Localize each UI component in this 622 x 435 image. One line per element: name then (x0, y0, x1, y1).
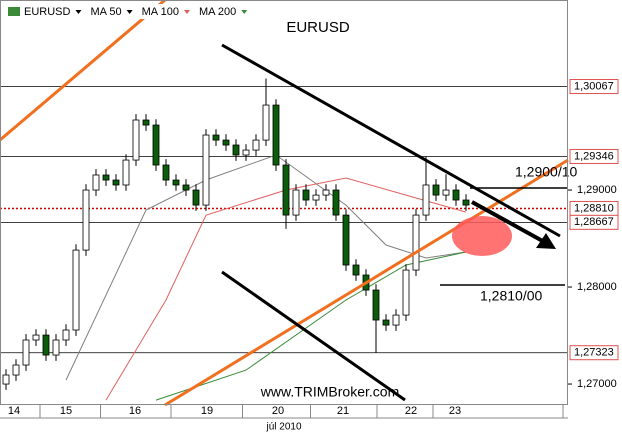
candle-body (462, 199, 470, 206)
legend-item: MA 100 (142, 6, 179, 18)
candle-body (52, 339, 60, 356)
trend-line (221, 270, 406, 402)
candle-body (72, 249, 80, 331)
candle-body (32, 334, 40, 341)
moving-average-line (155, 251, 467, 401)
candle-body (432, 184, 440, 196)
candle-body (332, 189, 340, 216)
level-label: 1,27323 (574, 347, 614, 359)
y-tick-label: 1,27000 (577, 378, 617, 390)
annotation: 1,2900/10 (515, 164, 577, 180)
candle-body (82, 189, 90, 251)
candle-body (312, 194, 320, 201)
x-tick-label: 20 (272, 405, 284, 417)
candle-body (322, 189, 330, 196)
candle-body (272, 104, 280, 166)
level-label: 1,29346 (574, 150, 614, 162)
candle-body (132, 119, 140, 161)
header-bg (4, 4, 242, 19)
candle-body (102, 174, 110, 181)
candle-body (352, 264, 360, 276)
candle-body (92, 174, 100, 191)
watermark: www.TRIMBroker.com (260, 384, 399, 400)
x-tick-label: 23 (449, 405, 461, 417)
candle-body (42, 334, 50, 356)
candle-body (452, 189, 460, 201)
candle-body (12, 364, 20, 376)
legend-item: EURUSD (24, 6, 71, 18)
candle-body (202, 134, 210, 206)
candle-body (142, 119, 150, 126)
level-label-box (569, 345, 619, 361)
level-label: 1,30067 (574, 80, 614, 92)
candle-body (262, 104, 270, 141)
trend-line (221, 43, 561, 238)
level-label-box (569, 148, 619, 164)
plot-frame (0, 0, 568, 405)
x-tick-label: 22 (405, 405, 417, 417)
candle-body (192, 189, 200, 206)
x-tick-label: 14 (8, 405, 20, 417)
y-tick-label: 1,28000 (577, 281, 617, 293)
candle-body (182, 184, 190, 191)
candle-body (282, 164, 290, 216)
candle-body (212, 134, 220, 141)
trend-channel-line (0, 0, 166, 142)
grid: 1,27000 1,28000 1,29000 1,30067 1,29346 1,288… (0, 79, 619, 418)
legend-item: MA 50 (90, 6, 121, 18)
highlight-ellipse (452, 216, 512, 256)
plot (2, 78, 470, 401)
candle-body (2, 374, 10, 385)
trend-channel-line (164, 158, 569, 407)
dropdown-arrow[interactable] (241, 10, 248, 14)
candle-body (222, 139, 230, 146)
x-tick-label: 16 (129, 405, 141, 417)
candle-body (422, 184, 430, 216)
legend-item: MA 200 (199, 6, 236, 18)
level-label: 1,28667 (574, 216, 614, 228)
candle-body (292, 189, 300, 216)
x-tick-label: 15 (60, 405, 72, 417)
dropdown-arrow[interactable] (183, 10, 190, 14)
candle-body (372, 289, 380, 321)
candle-body (172, 179, 180, 186)
candle-body (232, 144, 240, 156)
chart-title: EURUSD (286, 19, 350, 36)
symbol-icon (8, 7, 20, 16)
x-axis-label: júl 2010 (265, 422, 301, 433)
candle-body (62, 329, 70, 341)
y-tick-label: 1,29000 (577, 184, 617, 196)
candle-body (242, 149, 250, 156)
candle-body (162, 164, 170, 181)
x-tick-label: 21 (337, 405, 349, 417)
candle-body (252, 139, 260, 151)
x-tick-label: 19 (201, 405, 213, 417)
arrow-head (536, 233, 556, 249)
candle-body (152, 124, 160, 166)
candle-body (442, 189, 450, 196)
dropdown-arrow[interactable] (126, 10, 133, 14)
level-label: 1,28810 (574, 202, 614, 214)
candle-body (342, 214, 350, 266)
candle-body (402, 269, 410, 316)
candle-body (302, 189, 310, 201)
candle-body (22, 339, 30, 366)
candle-body (382, 319, 390, 326)
level-label-box (569, 79, 619, 95)
dropdown-arrow[interactable] (75, 10, 82, 14)
candle-body (112, 179, 120, 186)
candle-body (412, 214, 420, 271)
arrow (471, 200, 549, 246)
header-legend: EURUSD MA 50 MA 100 MA 200 (24, 6, 248, 18)
level-label-box (569, 214, 619, 230)
candle-body (122, 159, 130, 186)
candle-body (392, 314, 400, 326)
annotation: 1,2810/00 (480, 288, 542, 304)
